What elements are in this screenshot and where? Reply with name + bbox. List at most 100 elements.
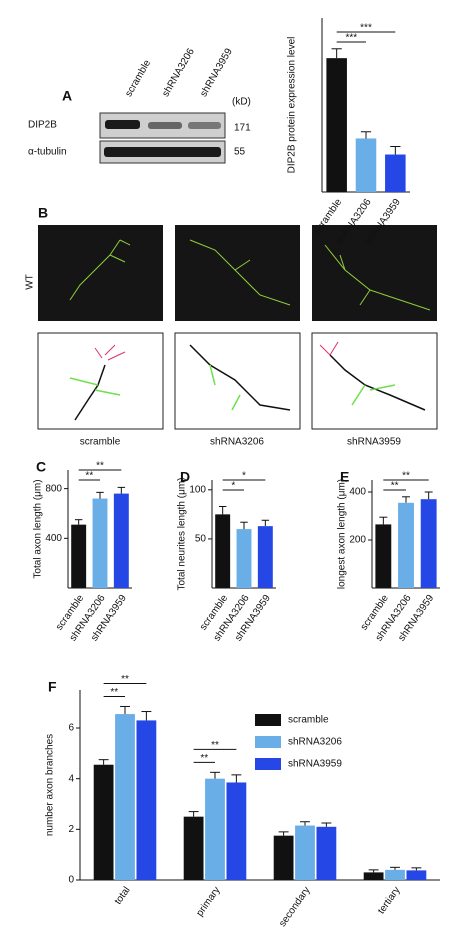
- neuron: [324, 244, 431, 311]
- blot-band: [188, 122, 221, 129]
- bar: [92, 498, 108, 588]
- tracing-branch: [351, 384, 396, 406]
- bar: [115, 714, 135, 880]
- bar: [226, 782, 247, 880]
- tracing: [174, 332, 301, 430]
- y-axis-label: Total neurites length (μm): [177, 477, 188, 590]
- condition-label: shRNA3206: [210, 437, 264, 448]
- bar: [375, 524, 392, 588]
- y-axis-label: Total axon length (μm): [33, 479, 44, 578]
- bar: [398, 502, 414, 588]
- y-tick-label: 400: [45, 533, 62, 544]
- bar: [236, 529, 252, 588]
- condition-label: scramble: [80, 437, 121, 448]
- tracing-axon: [189, 344, 291, 411]
- bar: [113, 493, 129, 588]
- x-tick-label: secondary: [277, 885, 312, 929]
- blot-band: [148, 122, 182, 129]
- tracing-dendrite: [94, 344, 126, 361]
- neuron: [69, 239, 131, 301]
- blot-band: [104, 147, 221, 157]
- y-tick-label: 50: [195, 534, 207, 545]
- tracing-dendrite: [319, 341, 339, 356]
- tracing-branch: [209, 364, 241, 411]
- significance-label: **: [402, 471, 410, 482]
- bar: [93, 764, 114, 880]
- lane-label: scramble: [123, 58, 153, 99]
- y-tick-label: 800: [45, 483, 62, 494]
- bar: [71, 524, 87, 588]
- tracing-branch: [69, 377, 121, 396]
- legend-label: shRNA3959: [288, 759, 342, 770]
- panel-label: D: [180, 469, 190, 485]
- bar: [355, 138, 377, 192]
- y-axis-label: DIP2B protein expression level: [287, 37, 298, 174]
- bar: [363, 872, 384, 880]
- unit-label: (kD): [232, 97, 251, 108]
- y-axis-label: longest axon length (μm): [337, 479, 348, 589]
- y-tick-label: 200: [349, 535, 366, 546]
- legend-swatch: [255, 736, 281, 748]
- lane-label: shRNA3959: [198, 46, 235, 99]
- size-label: 55: [234, 147, 246, 158]
- row-label: DIP2B: [28, 120, 57, 131]
- significance-label: **: [110, 687, 118, 698]
- y-tick-label: 100: [189, 484, 206, 495]
- bar: [316, 826, 337, 880]
- y-axis-label: number axon branches: [45, 734, 56, 836]
- y-tick-label: 400: [349, 487, 366, 498]
- significance-label: *: [242, 471, 246, 482]
- legend-label: shRNA3206: [288, 737, 342, 748]
- image-panel: B WT scramble shRNA3206 shRNA3959: [25, 205, 438, 448]
- panel-label: E: [340, 469, 349, 485]
- micrograph: [38, 225, 163, 321]
- row-label: WT: [25, 274, 36, 290]
- panel-label: F: [48, 679, 57, 695]
- bar: [273, 835, 294, 880]
- significance-label: **: [121, 674, 129, 685]
- neuron: [189, 239, 291, 306]
- significance-label: *: [231, 481, 235, 492]
- significance-label: **: [200, 753, 208, 764]
- bar: [257, 526, 273, 588]
- row-label: α-tubulin: [28, 147, 67, 158]
- bar: [205, 778, 225, 880]
- condition-label: shRNA3959: [347, 437, 401, 448]
- bar: [326, 58, 347, 193]
- x-tick-label: total: [113, 885, 133, 907]
- significance-label: **: [85, 471, 93, 482]
- significance-label: ***: [360, 23, 372, 34]
- bar: [385, 154, 406, 192]
- bar: [215, 514, 231, 588]
- blot-band: [105, 120, 140, 129]
- significance-label: ***: [345, 33, 357, 44]
- size-label: 171: [234, 123, 251, 134]
- bar: [406, 870, 427, 880]
- bar: [385, 869, 405, 880]
- panel-label: A: [62, 88, 72, 104]
- significance-label: **: [211, 740, 219, 751]
- tracing: [311, 332, 438, 430]
- lane-label: shRNA3206: [160, 46, 197, 99]
- x-tick-label: primary: [194, 885, 222, 919]
- legend-label: scramble: [288, 715, 329, 726]
- panel-label: C: [36, 459, 46, 475]
- blot-panel: A scramble shRNA3206 shRNA3959 (kD) DIP2…: [28, 46, 251, 164]
- tracing-axon: [74, 364, 106, 421]
- legend-swatch: [255, 758, 281, 770]
- significance-label: **: [391, 481, 399, 492]
- y-tick-label: 4: [68, 773, 74, 784]
- y-tick-label: 0: [68, 875, 74, 886]
- y-tick-label: 2: [68, 824, 74, 835]
- significance-label: **: [96, 461, 104, 472]
- legend-swatch: [255, 714, 281, 726]
- x-tick-label: tertiary: [376, 885, 403, 916]
- tracing: [37, 332, 164, 430]
- y-tick-label: 6: [68, 723, 74, 734]
- bar: [420, 499, 437, 588]
- panel-label: B: [38, 205, 48, 221]
- bar: [295, 825, 315, 880]
- bar: [183, 816, 204, 880]
- bar: [136, 720, 157, 880]
